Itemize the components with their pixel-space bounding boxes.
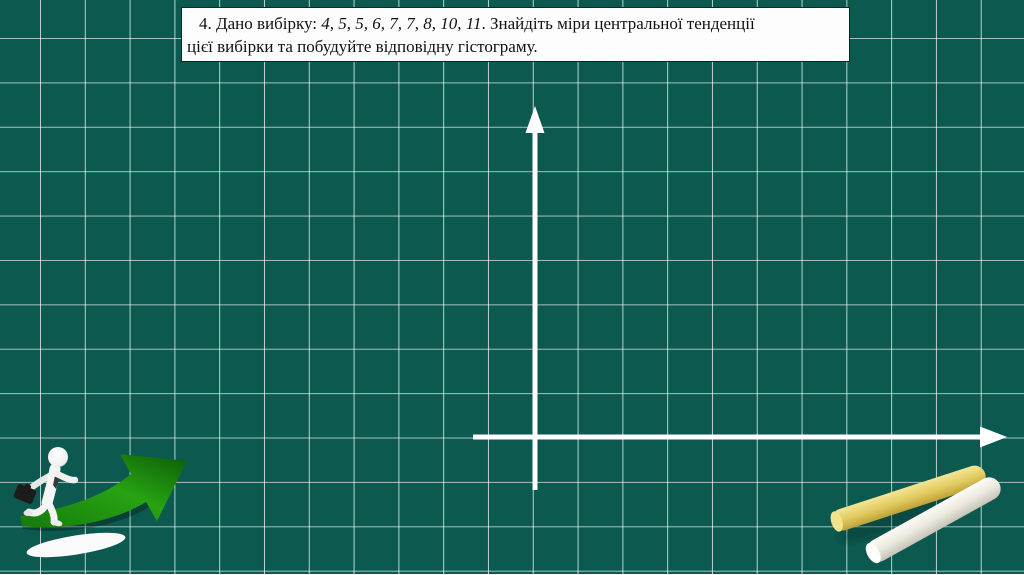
task-text: 4. Дано вибірку: 4, 5, 5, 6, 7, 7, 8, 10… [187,12,843,58]
chalk-illustration [830,465,1001,564]
white-chalk-stick [865,477,1001,564]
briefcase-handle [24,484,32,490]
y-axis-arrowhead [525,106,545,133]
x-axis-line [473,434,985,440]
runner-back-foot [23,510,33,516]
runner-figure-illustration [13,447,187,558]
yellow-chalk-stick [830,465,986,532]
runner-head [48,447,68,467]
yellow-chalk-body [831,465,986,531]
runner-figure [13,447,79,527]
runner-tie [53,471,61,489]
runner-back-arm [27,470,57,492]
green-arrow-underside-shading [22,502,149,531]
y-axis-line [532,128,538,490]
runner-front-arm [53,470,79,484]
task-line2: цієї вибірки та побудуйте відповідну гіс… [187,37,538,56]
chalk-shadow [837,479,983,543]
x-axis-arrowhead [980,426,1007,448]
runner-front-foot [51,519,63,527]
runner-front-leg [44,498,58,526]
task-line1-prefix: 4. Дано вибірку: [199,14,322,33]
task-line1-suffix: . Знайдіть міри центральної тенденції [481,14,755,33]
task-sample-values: 4, 5, 5, 6, 7, 7, 8, 10, 11 [321,14,482,33]
green-growth-arrow [20,454,187,528]
runner-torso [41,463,61,509]
task-box: 4. Дано вибірку: 4, 5, 5, 6, 7, 7, 8, 10… [181,7,850,62]
runner-shadow-ellipse [26,532,126,558]
briefcase-body [13,484,37,504]
white-chalk-body [866,477,1001,562]
yellow-chalk-end-cap [830,511,843,532]
runner-back-leg [25,498,52,517]
briefcase-icon [13,484,37,504]
white-chalk-end-cap [865,543,881,564]
